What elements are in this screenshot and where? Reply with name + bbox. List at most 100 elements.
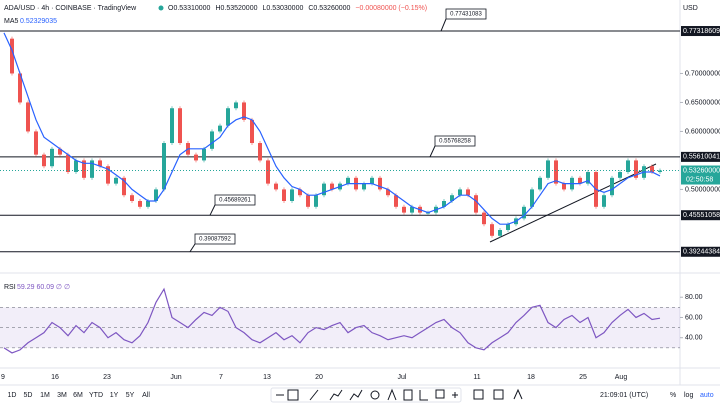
candle [130,195,134,202]
candle [114,177,118,184]
candle [178,108,182,144]
ohlc-value: −0.00080000 (−0.15%) [355,5,427,12]
range-button[interactable]: 1D [8,392,17,399]
rsi-tick-label: 60.00 [685,314,703,321]
callout-label: 0.39087592 [199,237,231,243]
rsi-values: 59.29 60.09 ∅ ∅ [17,284,70,291]
candle [562,183,566,190]
candle [530,189,534,207]
candle [274,183,278,190]
level-label: 0.55610041 [683,154,720,161]
candle [10,38,14,74]
candle [34,131,38,155]
level-box [681,26,720,37]
candle [650,166,654,173]
scale-option[interactable]: log [684,392,693,399]
candle [370,177,374,184]
range-button[interactable]: 6M [73,392,83,399]
candle [346,177,350,184]
candle [202,148,206,161]
candle [458,189,462,196]
candle [378,177,382,190]
ma-value: 0.52329035 [20,18,57,25]
range-button[interactable]: 5D [24,392,33,399]
rsi-tick-label: 80.00 [685,294,703,301]
candle [98,160,102,167]
candle [578,177,582,184]
candle [138,201,142,207]
candle [58,148,62,155]
range-button[interactable]: All [142,392,150,399]
level-label: 0.77318609 [683,28,720,35]
candle [602,195,606,207]
candle [194,154,198,161]
time-label: Jul [398,374,407,381]
status-dot [158,5,164,11]
currency: USD [683,5,698,12]
callout-label: 0.77431083 [450,12,482,18]
candle [554,160,558,184]
level-label: 0.39244384 [683,249,720,256]
callout-label: 0.55768258 [439,139,471,145]
candle [506,224,510,230]
ma-line [3,32,661,225]
candle [522,206,526,219]
candle [546,160,550,178]
candle [634,160,638,178]
ohlc-value: H0.53520000 [215,5,257,12]
time-label: 23 [103,374,111,381]
range-button[interactable]: 3M [57,392,67,399]
clock: 21:09:01 (UTC) [600,392,648,399]
candle [210,131,214,149]
candle [538,177,542,190]
candle [18,73,22,103]
callout-box [434,135,476,147]
scale-option[interactable]: % [670,392,676,399]
candle [50,148,54,167]
trend-line [489,163,657,243]
candle [626,160,630,173]
candle [106,166,110,184]
range-button[interactable]: 5Y [126,392,135,399]
candle [282,189,286,202]
candle [402,206,406,213]
level-box [681,151,720,162]
candle [322,183,326,196]
candle [442,201,446,207]
rsi-line [3,287,661,354]
time-label: 20 [315,374,323,381]
time-label: 16 [51,374,59,381]
rsi-label: RSI [4,284,16,291]
callout-leader [209,204,216,216]
candle [410,206,414,213]
range-button[interactable]: 1Y [110,392,119,399]
range-button[interactable]: YTD [89,392,103,399]
level-label: 0.45551058 [683,212,720,219]
scale-option[interactable]: auto [700,392,714,399]
candle [258,143,262,161]
time-label: 9 [1,374,5,381]
candle [234,102,238,109]
candle [298,189,302,196]
candle [26,102,30,132]
callout-box [214,194,256,206]
last-price-label: 0.53260000 [683,167,720,174]
candle [586,172,590,184]
candle [482,212,486,225]
candle [498,229,502,236]
candle [290,189,294,202]
range-button[interactable]: 1M [40,392,50,399]
candle [218,125,222,132]
last-price-box [681,165,720,185]
candle [122,177,126,196]
candle [154,189,158,202]
symbol: ADA/USD · 4h · COINBASE · TradingView [4,5,137,12]
callout-box [194,233,236,245]
time-label: 7 [219,374,223,381]
time-label: 13 [263,374,271,381]
candle [386,189,390,196]
ma-label: MA5 [4,18,19,25]
